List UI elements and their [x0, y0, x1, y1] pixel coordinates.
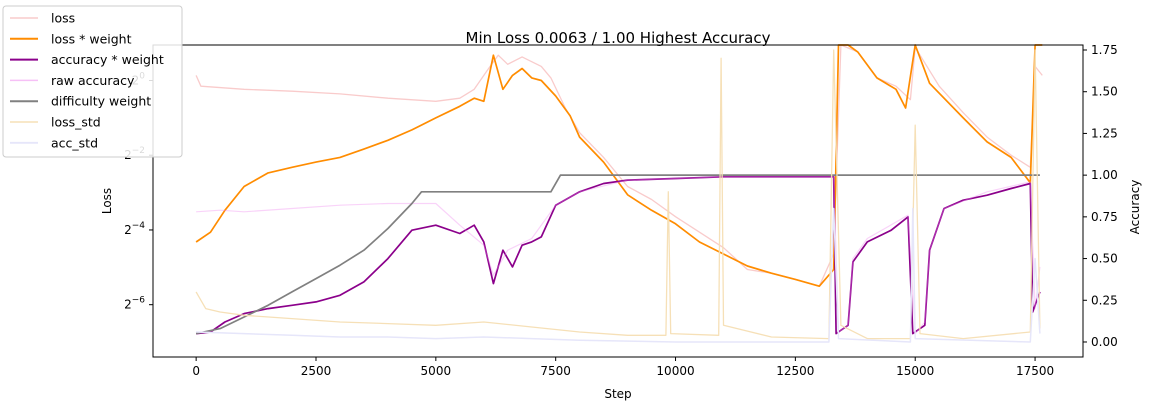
y-left-tick-label-3: 2−6 [124, 296, 145, 312]
x-axis: 0 2500 5000 7500 10000 12500 15000 17500 [192, 357, 1054, 378]
y-right-tick-label-5: 1.25 [1091, 126, 1118, 140]
y-right-tick-label-6: 1.50 [1091, 85, 1118, 99]
y-left-tick-label-2: 2−4 [124, 221, 145, 237]
x-tick-label-1: 2500 [301, 364, 332, 378]
series-line-1 [195, 44, 1043, 288]
x-axis-title: Step [604, 387, 631, 401]
series-line-2 [196, 175, 1041, 335]
y-right-tick-label-4: 1.00 [1091, 168, 1118, 182]
y-right-tick-label-0: 0.00 [1091, 335, 1118, 349]
series-line-3 [196, 176, 1041, 335]
y-right-tick-label-7: 1.75 [1091, 43, 1118, 57]
legend-label-3: raw accuracy [51, 73, 135, 88]
series-line-5 [195, 49, 1041, 340]
legend-label-2: accuracy * weight [51, 52, 164, 67]
y-right-tick-label-1: 0.25 [1091, 293, 1118, 307]
x-tick-label-5: 12500 [776, 364, 814, 378]
y-right-tick-label-3: 0.75 [1091, 210, 1118, 224]
legend-label-6: acc_std [51, 135, 98, 150]
series-line-0 [195, 44, 1043, 287]
y-axis-left-title: Loss [100, 188, 114, 214]
chart-title: Min Loss 0.0063 / 1.00 Highest Accuracy [466, 29, 771, 47]
plot-area [153, 45, 1083, 357]
series-layer [195, 44, 1043, 343]
x-tick-label-2: 5000 [421, 364, 452, 378]
legend-label-4: difficulty weight [51, 94, 151, 109]
legend: loss loss * weight accuracy * weight raw ac… [2, 5, 183, 158]
y-right-tick-label-2: 0.50 [1091, 252, 1118, 266]
series-line-6 [196, 207, 1041, 343]
x-tick-label-4: 10000 [656, 364, 694, 378]
plot-frame [152, 44, 1084, 358]
x-tick-label-3: 7500 [540, 364, 571, 378]
legend-label-5: loss_std [51, 115, 101, 130]
legend-box [2, 5, 183, 158]
y-axis-right-title: Accuracy [1128, 180, 1142, 235]
x-tick-label-6: 15000 [896, 364, 934, 378]
x-tick-label-0: 0 [192, 364, 200, 378]
x-tick-label-7: 17500 [1016, 364, 1054, 378]
legend-label-1: loss * weight [51, 31, 132, 46]
legend-label-0: loss [51, 11, 75, 26]
y-axis-right: 0.00 0.25 0.50 0.75 1.00 1.25 1.50 1.75 [1083, 43, 1118, 349]
